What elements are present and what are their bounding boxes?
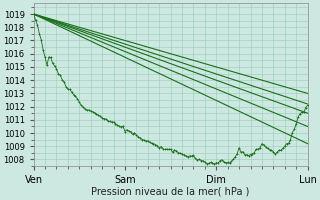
X-axis label: Pression niveau de la mer( hPa ): Pression niveau de la mer( hPa ): [92, 187, 250, 197]
